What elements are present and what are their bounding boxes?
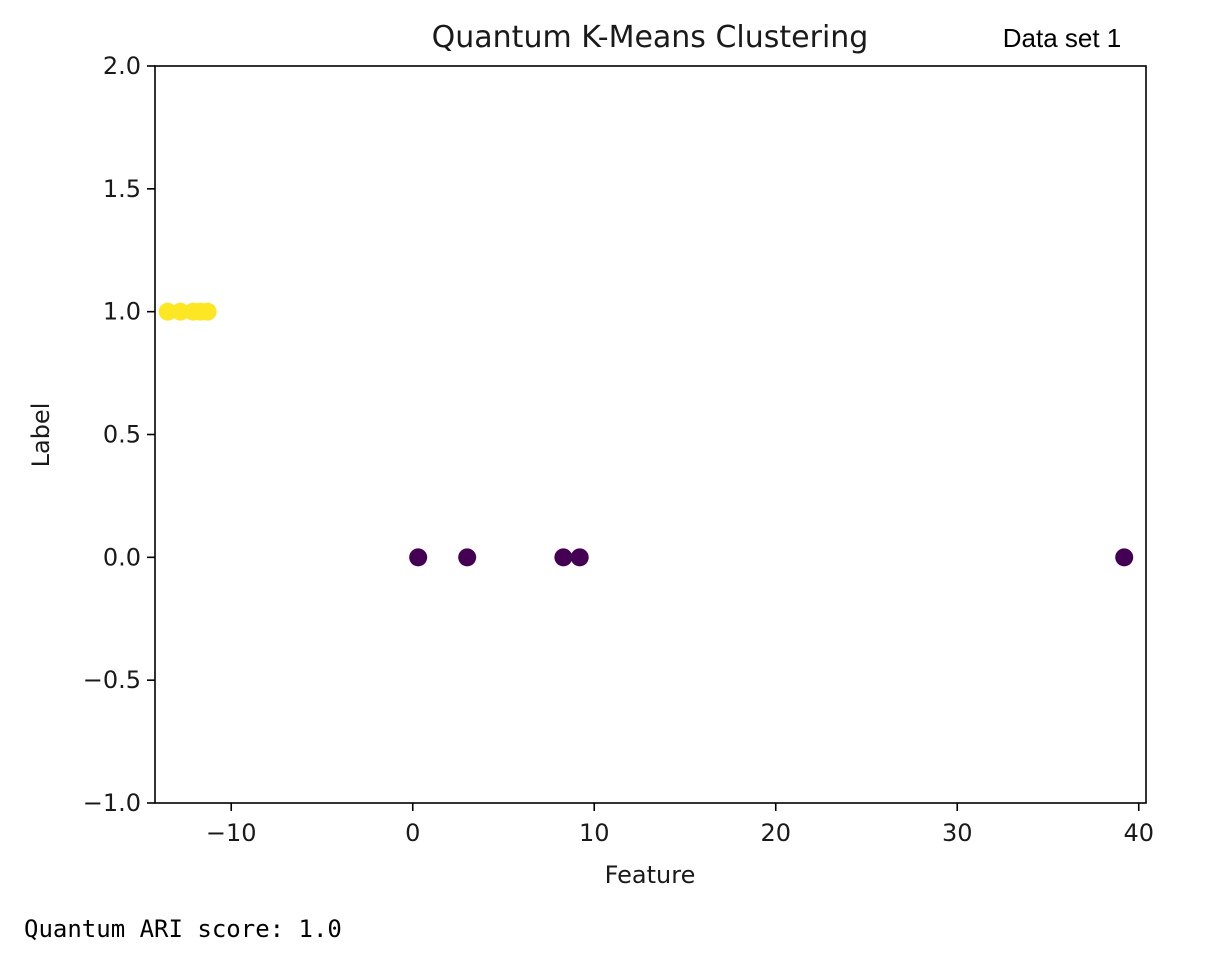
y-tick-label: −1.0 (83, 789, 141, 817)
dataset-label: Data set 1 (1003, 23, 1122, 53)
x-tick-label: 10 (579, 819, 610, 847)
data-point-cluster-0 (554, 548, 573, 567)
data-point-cluster-0 (409, 548, 428, 567)
data-point-cluster-1 (198, 302, 217, 321)
x-axis-label: Feature (605, 861, 696, 889)
x-tick-label: 20 (760, 819, 791, 847)
y-tick-label: 0.5 (103, 421, 141, 449)
x-tick-label: −10 (206, 819, 257, 847)
y-tick-label: 0.0 (103, 543, 141, 571)
data-points (158, 302, 1134, 567)
plot-area-frame (154, 65, 1147, 804)
data-point-cluster-0 (1115, 548, 1134, 567)
x-tick-label: 0 (405, 819, 420, 847)
scatter-chart: Quantum K-Means Clustering Data set 1 −1… (27, 20, 1154, 889)
y-axis-label: Label (27, 403, 55, 468)
chart-title: Quantum K-Means Clustering (432, 20, 869, 55)
y-axis-ticks: 2.0 1.5 1.0 0.5 0.0 −0.5 −1.0 (83, 52, 155, 817)
y-tick-label: 1.5 (103, 175, 141, 203)
x-tick-label: 40 (1123, 819, 1154, 847)
data-point-cluster-1 (171, 302, 190, 321)
y-tick-label: 2.0 (103, 52, 141, 80)
y-tick-label: 1.0 (103, 298, 141, 326)
ari-score-output: Quantum ARI score: 1.0 (24, 915, 342, 943)
x-axis-ticks: −10 0 10 20 30 40 (206, 803, 1154, 847)
data-point-cluster-1 (158, 302, 177, 321)
data-point-cluster-0 (458, 548, 477, 567)
x-tick-label: 30 (942, 819, 973, 847)
data-point-cluster-0 (570, 548, 589, 567)
y-tick-label: −0.5 (83, 666, 141, 694)
